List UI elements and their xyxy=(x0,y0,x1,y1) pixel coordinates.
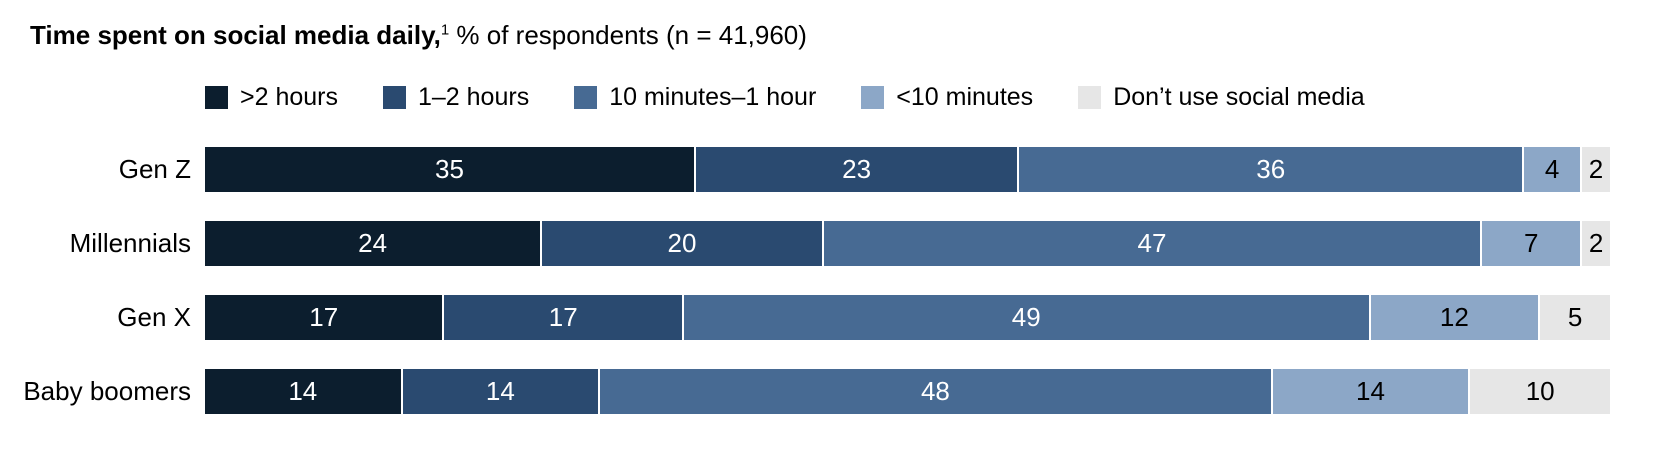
segment-value: 35 xyxy=(435,154,464,184)
stacked-bar: 14 14 48 14 10 xyxy=(205,369,1610,414)
stacked-bar: 35 23 36 4 2 xyxy=(205,147,1610,192)
legend-swatch-icon xyxy=(205,86,228,109)
segment-value: 49 xyxy=(1011,302,1041,332)
legend-swatch-icon xyxy=(861,86,885,109)
bar-segment: 14 xyxy=(1272,369,1469,414)
bar-row: Gen Z 35 23 36 4 2 xyxy=(0,147,1610,192)
legend-item: Don’t use social media xyxy=(1078,83,1365,112)
bar-row: Baby boomers 14 14 48 14 10 xyxy=(0,369,1610,414)
segment-value: 10 xyxy=(1525,376,1555,406)
bar-segment: 49 xyxy=(683,295,1369,340)
legend-item: >2 hours xyxy=(205,83,338,112)
bar-segment: 17 xyxy=(205,295,443,340)
bar-segment: 4 xyxy=(1524,147,1581,192)
segment-value: 2 xyxy=(1588,228,1604,258)
segment-value: 14 xyxy=(485,376,515,406)
bar-segment: 35 xyxy=(205,147,694,192)
segment-value: 7 xyxy=(1523,228,1539,258)
category-label: Gen X xyxy=(117,302,191,332)
bar-segment: 2 xyxy=(1582,221,1611,266)
segment-value: 2 xyxy=(1588,154,1604,184)
chart-title: Time spent on social media daily,1 % of … xyxy=(30,20,807,51)
bar-row: Gen X 17 17 49 12 5 xyxy=(0,295,1610,340)
legend-item: 10 minutes–1 hour xyxy=(574,83,816,112)
legend-item: <10 minutes xyxy=(861,83,1033,112)
bar-segment: 7 xyxy=(1482,221,1581,266)
segment-value: 17 xyxy=(548,302,578,332)
bar-segment: 17 xyxy=(444,295,682,340)
chart-title-regular: % of respondents (n = 41,960) xyxy=(449,20,807,50)
legend-label: Don’t use social media xyxy=(1113,83,1365,111)
legend-label: <10 minutes xyxy=(896,83,1034,111)
category-label: Baby boomers xyxy=(23,376,191,406)
segment-value: 14 xyxy=(288,376,318,406)
bar-segment: 10 xyxy=(1470,369,1610,414)
stacked-bar: 17 17 49 12 5 xyxy=(205,295,1610,340)
legend-swatch-icon xyxy=(1078,86,1102,109)
bar-segment: 36 xyxy=(1019,147,1523,192)
legend-label: >2 hours xyxy=(240,83,338,111)
segment-value: 24 xyxy=(358,228,388,258)
legend-label: 10 minutes–1 hour xyxy=(609,83,817,111)
legend-swatch-icon xyxy=(383,86,406,109)
segment-value: 4 xyxy=(1544,154,1560,184)
segment-value: 12 xyxy=(1439,302,1469,332)
chart-rows: Gen Z 35 23 36 4 2 Millennials 24 20 47 7 2 Gen X 17 1… xyxy=(0,147,1611,443)
bar-segment: 14 xyxy=(402,369,599,414)
stacked-bar: 24 20 47 7 2 xyxy=(205,221,1611,266)
bar-segment: 24 xyxy=(205,221,541,266)
legend-item: 1–2 hours xyxy=(383,83,529,112)
bar-row: Millennials 24 20 47 7 2 xyxy=(0,221,1611,266)
segment-value: 17 xyxy=(309,302,339,332)
bar-segment: 5 xyxy=(1540,295,1610,340)
segment-value: 48 xyxy=(920,376,950,406)
bar-segment: 23 xyxy=(695,147,1018,192)
segment-value: 20 xyxy=(667,228,697,258)
bar-segment: 48 xyxy=(600,369,1271,414)
segment-value: 23 xyxy=(842,154,872,184)
chart-title-bold: Time spent on social media daily, xyxy=(30,20,441,50)
legend-label: 1–2 hours xyxy=(418,83,530,111)
segment-value: 14 xyxy=(1356,376,1385,406)
segment-value: 36 xyxy=(1256,154,1286,184)
legend: >2 hours 1–2 hours 10 minutes–1 hour <10 mi… xyxy=(205,83,1365,112)
bar-segment: 47 xyxy=(823,221,1481,266)
bar-segment: 14 xyxy=(205,369,401,414)
segment-value: 47 xyxy=(1137,228,1167,258)
category-label: Gen Z xyxy=(118,154,191,184)
bar-segment: 20 xyxy=(542,221,822,266)
footnote-marker: 1 xyxy=(440,21,450,39)
legend-swatch-icon xyxy=(574,86,598,109)
category-label: Millennials xyxy=(69,228,191,258)
bar-segment: 12 xyxy=(1370,295,1539,340)
bar-segment: 2 xyxy=(1582,147,1610,192)
segment-value: 5 xyxy=(1567,302,1583,332)
